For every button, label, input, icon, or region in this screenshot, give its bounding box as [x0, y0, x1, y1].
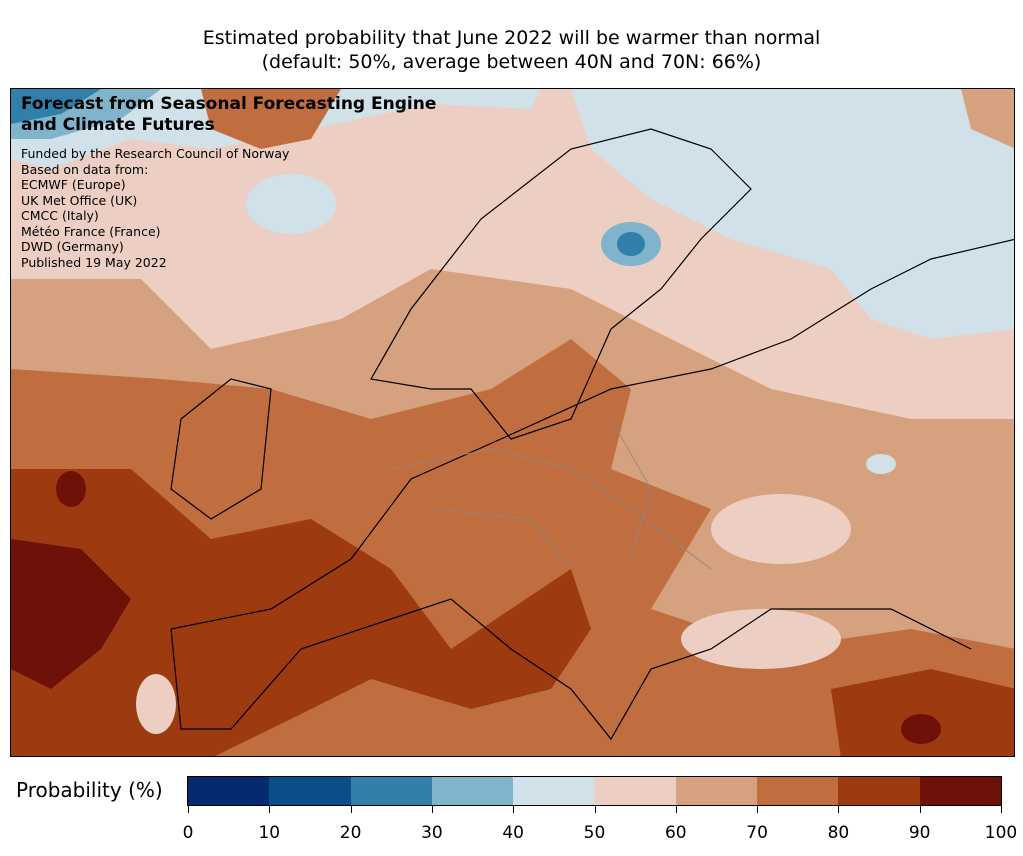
probability-map: Forecast from Seasonal Forecasting Engin… — [10, 88, 1015, 757]
overlay-line: Based on data from: — [21, 161, 149, 177]
colorbar-segment — [269, 777, 351, 805]
chart-title-line2: (default: 50%, average between 40N and 7… — [261, 51, 762, 73]
region-60-70 — [961, 89, 1014, 149]
colorbar-tick — [1001, 806, 1002, 813]
region-40-50 — [866, 454, 896, 474]
colorbar-tick-label: 60 — [664, 823, 687, 843]
colorbar-tick — [838, 806, 840, 813]
region-20-30 — [11, 89, 101, 124]
colorbar-label: Probability (%) — [16, 778, 163, 802]
coastline-mainland — [170, 238, 1014, 630]
region-90-100 — [56, 471, 86, 507]
colorbar-tick-label: 80 — [827, 823, 850, 843]
colorbar-segment — [350, 777, 432, 805]
region-50-60 — [681, 609, 841, 669]
info-overlay: Forecast from Seasonal Forecasting Engin… — [21, 94, 436, 270]
overlay-line: CMCC (Italy) — [21, 208, 99, 223]
overlay-line: Published 19 May 2022 — [21, 254, 167, 270]
coastline-scandinavia — [370, 128, 752, 440]
colorbar-segment — [431, 777, 514, 805]
region-20-30 — [617, 232, 645, 256]
region-90-100 — [901, 714, 941, 744]
region-50-60 — [136, 674, 176, 734]
colorbar-tick — [919, 806, 921, 813]
colorbar-tick — [675, 806, 677, 813]
colorbar-tick-label: 100 — [984, 823, 1018, 843]
coastline-britain — [170, 378, 272, 520]
colorbar-segment — [594, 777, 676, 805]
map-shading — [11, 89, 1014, 756]
overlay-line: Funded by the Research Council of Norway — [21, 146, 290, 161]
colorbar-tick-label: 40 — [502, 823, 525, 843]
colorbar-tick-label: 10 — [258, 823, 281, 843]
overlay-heading-2: and Climate Futures — [21, 115, 215, 135]
coastline-mediterranean — [170, 598, 972, 741]
overlay-heading-1: Forecast from Seasonal Forecasting Engin… — [21, 94, 437, 114]
region-40-50 — [246, 174, 336, 234]
colorbar-segment — [188, 777, 270, 805]
colorbar-tick-label: 0 — [182, 823, 194, 843]
colorbar-tick-label: 30 — [421, 823, 443, 843]
colorbar-tick — [513, 806, 515, 813]
region-40-50 — [571, 89, 1014, 339]
overlay-line: ECMWF (Europe) — [21, 177, 126, 192]
region-70-80 — [201, 89, 341, 149]
overlay-line: Météo France (France) — [21, 223, 161, 239]
chart-title-line1: Estimated probability that June 2022 wil… — [202, 27, 821, 49]
country-borders — [390, 418, 712, 570]
colorbar-segment — [919, 777, 1001, 805]
colorbar-tick — [594, 806, 596, 813]
colorbar-tick — [757, 806, 759, 813]
colorbar-tick-label: 90 — [908, 823, 931, 843]
colorbar-segment — [757, 777, 839, 805]
colorbar-segment — [675, 777, 758, 805]
overlay-line: DWD (Germany) — [21, 239, 124, 254]
region-50-60 — [711, 494, 851, 564]
colorbar-tick — [269, 806, 271, 813]
overlay-line: UK Met Office (UK) — [21, 192, 138, 208]
colorbar-tick-label: 20 — [339, 823, 362, 843]
region-90-100 — [11, 539, 131, 689]
colorbar-tick-label: 50 — [583, 823, 606, 843]
colorbar-tick — [431, 806, 433, 813]
colorbar-tick-label: 70 — [746, 823, 768, 843]
colorbar-segment — [838, 777, 920, 805]
region-80-90 — [831, 669, 1014, 756]
colorbar-segment — [513, 777, 595, 805]
colorbar — [187, 776, 1002, 806]
colorbar-tick — [350, 806, 352, 813]
colorbar-tick — [188, 806, 189, 813]
